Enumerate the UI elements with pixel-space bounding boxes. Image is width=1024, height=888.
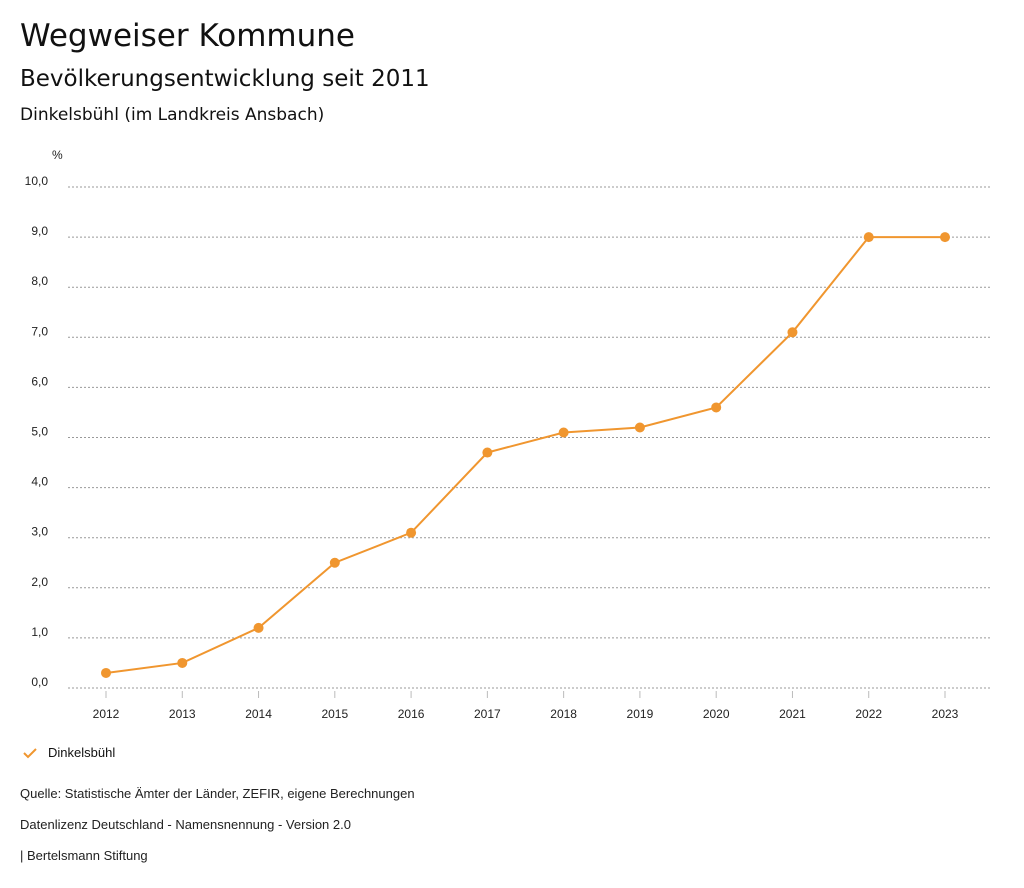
check-icon	[23, 747, 37, 758]
line-chart: % 0,0 1,0 2,0 3,0 4,0 5,0 6,0 7,0 8,0 9,0 10,0 2012 2…	[25, 148, 990, 721]
x-tick-label: 2022	[855, 707, 882, 721]
y-tick-label: 9,0	[31, 224, 48, 238]
data-point	[406, 527, 417, 538]
x-tick-label: 2021	[779, 707, 806, 721]
x-tick-label: 2020	[703, 707, 730, 721]
region-title: Dinkelsbühl (im Landkreis Ansbach)	[20, 105, 325, 125]
legend-label: Dinkelsbühl	[48, 745, 116, 760]
y-tick-label: 8,0	[31, 274, 48, 288]
license-text: Datenlizenz Deutschland - Namensnennung …	[20, 817, 351, 832]
x-tick-label: 2012	[93, 707, 120, 721]
data-point	[940, 232, 950, 243]
y-tick-label: 3,0	[31, 525, 48, 539]
data-point	[711, 402, 722, 413]
x-tick-label: 2013	[169, 707, 196, 721]
y-tick-label: 4,0	[31, 475, 48, 489]
chart-subtitle: Bevölkerungsentwicklung seit 2011	[20, 66, 430, 92]
data-point	[634, 422, 645, 433]
data-point	[329, 557, 340, 568]
legend-item-dinkelsbuehl[interactable]: Dinkelsbühl	[22, 745, 115, 760]
data-point	[253, 622, 264, 633]
x-tick-label: 2019	[627, 707, 654, 721]
y-tick-label: 1,0	[31, 625, 48, 639]
data-point	[787, 327, 798, 338]
x-tick-label: 2017	[474, 707, 501, 721]
data-point	[558, 427, 569, 438]
y-tick-label: 5,0	[31, 425, 48, 439]
x-tick-label: 2023	[932, 707, 959, 721]
source-text: Quelle: Statistische Ämter der Länder, Z…	[20, 786, 415, 801]
data-point	[863, 232, 874, 243]
data-point	[177, 657, 188, 668]
data-point	[101, 667, 111, 678]
y-tick-label: 10,0	[25, 174, 49, 188]
y-tick-label: 2,0	[31, 575, 48, 589]
y-tick-label: 0,0	[31, 675, 48, 689]
x-tick-label: 2014	[245, 707, 272, 721]
x-tick-label: 2015	[321, 707, 348, 721]
page-title: Wegweiser Kommune	[20, 18, 355, 54]
x-tick-label: 2018	[550, 707, 577, 721]
y-tick-label: 6,0	[31, 374, 48, 388]
y-tick-label: 7,0	[31, 324, 48, 338]
y-axis-label: %	[52, 148, 63, 162]
x-tick-label: 2016	[398, 707, 425, 721]
data-point	[482, 447, 493, 458]
series-line	[105, 236, 945, 674]
publisher-text: | Bertelsmann Stiftung	[20, 848, 148, 863]
